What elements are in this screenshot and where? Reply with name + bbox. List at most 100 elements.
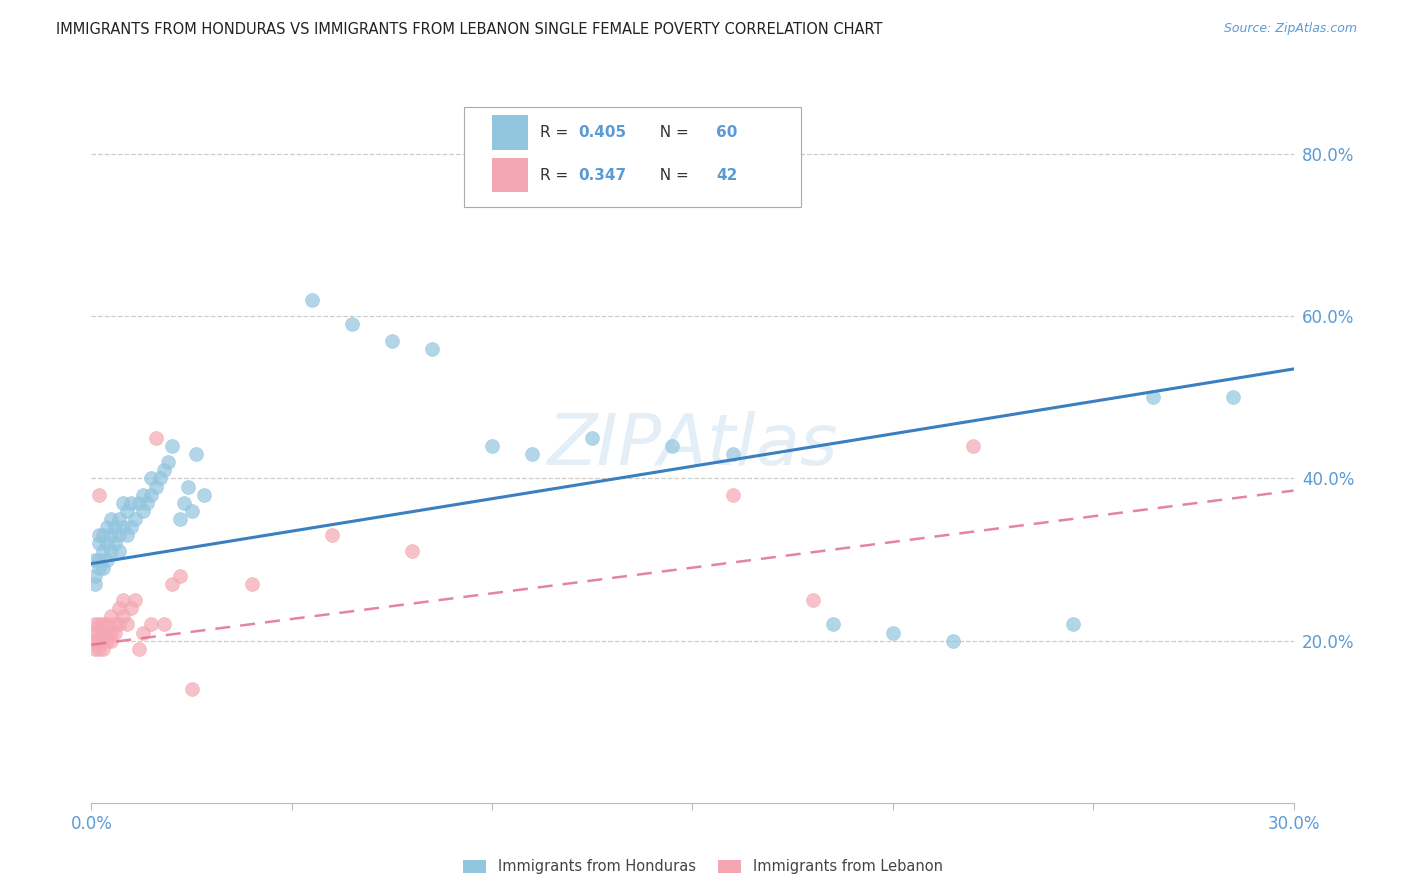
Point [112, 496, 135, 510]
Point [340, 318, 363, 332]
Point [141, 488, 163, 502]
Point [96, 625, 118, 640]
Point [93, 544, 115, 558]
Point [104, 625, 127, 640]
Point [100, 528, 122, 542]
Point [96, 617, 118, 632]
Text: 0.347: 0.347 [578, 168, 627, 183]
Point [89, 552, 111, 566]
Point [104, 536, 127, 550]
Point [93, 528, 115, 542]
Point [89, 560, 111, 574]
Point [128, 496, 150, 510]
Point [180, 682, 202, 697]
Point [96, 520, 118, 534]
Point [128, 641, 150, 656]
Point [89, 625, 111, 640]
Point [160, 439, 183, 453]
Point [96, 633, 118, 648]
Point [581, 431, 603, 445]
Point [1062, 617, 1084, 632]
Point [420, 342, 443, 356]
Point [93, 560, 115, 574]
Point [93, 625, 115, 640]
Point [481, 439, 503, 453]
Text: R =: R = [540, 125, 572, 140]
Point [84, 577, 107, 591]
Point [121, 520, 143, 534]
Point [96, 552, 118, 566]
Point [100, 512, 122, 526]
Point [132, 488, 155, 502]
Point [152, 617, 174, 632]
Point [962, 439, 984, 453]
Point [100, 609, 122, 624]
Point [136, 496, 159, 510]
Point [121, 496, 143, 510]
Point [108, 601, 131, 615]
Point [132, 625, 155, 640]
Point [180, 504, 202, 518]
Point [321, 528, 343, 542]
Point [882, 625, 904, 640]
Point [145, 479, 167, 493]
Point [93, 641, 115, 656]
Point [661, 439, 683, 453]
Point [100, 544, 122, 558]
Point [152, 463, 174, 477]
Point [108, 544, 131, 558]
Point [721, 447, 744, 461]
Point [112, 520, 135, 534]
Point [100, 625, 122, 640]
Text: N =: N = [651, 125, 695, 140]
FancyBboxPatch shape [464, 107, 800, 207]
Point [84, 625, 107, 640]
Point [821, 617, 844, 632]
Point [156, 455, 179, 469]
Point [1222, 390, 1244, 404]
Point [104, 520, 127, 534]
Point [132, 504, 155, 518]
Point [141, 471, 163, 485]
Point [176, 479, 198, 493]
Point [93, 633, 115, 648]
Point [108, 528, 131, 542]
Point [148, 471, 170, 485]
Point [240, 577, 263, 591]
Point [93, 617, 115, 632]
Point [112, 609, 135, 624]
Text: 42: 42 [717, 168, 738, 183]
Point [84, 568, 107, 582]
Point [89, 617, 111, 632]
Point [89, 528, 111, 542]
Point [193, 488, 215, 502]
Point [124, 593, 146, 607]
Bar [492, 115, 527, 150]
Point [89, 641, 111, 656]
Point [108, 512, 131, 526]
Point [84, 552, 107, 566]
Point [100, 633, 122, 648]
Point [173, 496, 195, 510]
Point [145, 431, 167, 445]
Point [84, 641, 107, 656]
Point [108, 617, 131, 632]
Point [117, 504, 139, 518]
Point [112, 593, 135, 607]
Point [121, 601, 143, 615]
Text: R =: R = [540, 168, 572, 183]
Point [184, 447, 207, 461]
Point [96, 536, 118, 550]
Point [801, 593, 824, 607]
Legend: Immigrants from Honduras, Immigrants from Lebanon: Immigrants from Honduras, Immigrants fro… [457, 854, 949, 880]
Point [301, 293, 323, 307]
Point [117, 528, 139, 542]
Text: 60: 60 [717, 125, 738, 140]
Text: N =: N = [651, 168, 695, 183]
Point [104, 617, 127, 632]
Text: IMMIGRANTS FROM HONDURAS VS IMMIGRANTS FROM LEBANON SINGLE FEMALE POVERTY CORREL: IMMIGRANTS FROM HONDURAS VS IMMIGRANTS F… [56, 22, 883, 37]
Point [169, 512, 191, 526]
Point [117, 617, 139, 632]
Point [160, 577, 183, 591]
Point [141, 617, 163, 632]
